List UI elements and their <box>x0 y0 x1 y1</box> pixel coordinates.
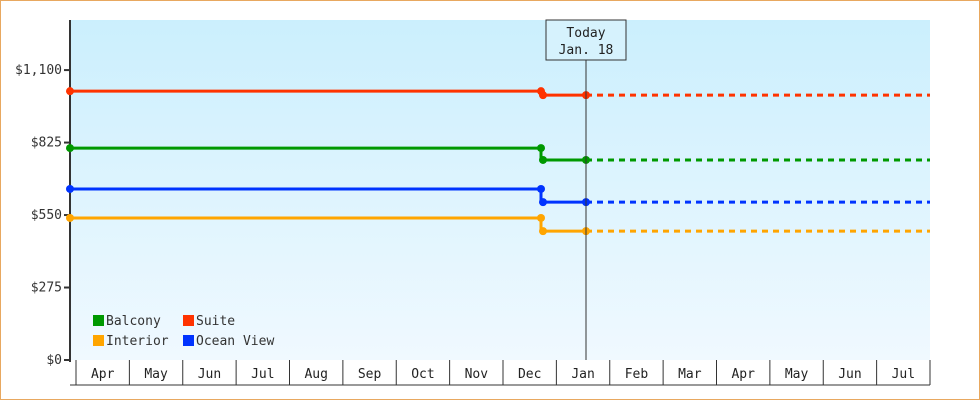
legend-swatch <box>93 315 104 326</box>
today-box <box>545 19 627 61</box>
series-suite <box>66 87 930 100</box>
data-point <box>537 213 545 222</box>
data-point <box>539 227 547 236</box>
x-tick-label: Jun <box>198 367 221 382</box>
data-point <box>537 184 545 193</box>
y-tick-label: $1,100 <box>15 63 62 78</box>
series-line <box>70 187 586 204</box>
x-tick-label: Nov <box>465 367 489 382</box>
x-tick-label: Jan <box>571 367 594 382</box>
x-tick-label: Jul <box>892 367 915 382</box>
series-balcony <box>66 144 930 164</box>
series-line <box>70 146 586 162</box>
legend-swatch <box>93 335 104 346</box>
x-tick-label: May <box>144 367 168 382</box>
legend-label: Balcony <box>106 314 161 329</box>
x-tick-label: May <box>785 367 809 382</box>
data-point <box>66 144 74 153</box>
legend-label: Suite <box>196 314 235 329</box>
x-tick-label: Jul <box>251 367 274 382</box>
x-tick-label: Oct <box>411 367 434 382</box>
y-tick-label: $825 <box>31 136 62 151</box>
data-point <box>539 198 547 207</box>
x-tick-label: Apr <box>91 367 115 382</box>
x-tick-label: Dec <box>518 367 541 382</box>
data-point <box>539 91 547 100</box>
data-point <box>66 87 74 96</box>
x-tick-label: Sep <box>358 367 382 382</box>
data-point <box>539 155 547 164</box>
legend-swatch <box>183 315 194 326</box>
data-point <box>537 144 545 153</box>
y-tick-label: $0 <box>46 353 62 368</box>
today-date: Jan. 18 <box>559 43 614 58</box>
series-line <box>70 216 586 233</box>
series-ocean-view <box>66 184 930 207</box>
y-tick-label: $275 <box>31 281 62 296</box>
x-tick-label: Aug <box>304 367 327 382</box>
x-tick-label: Feb <box>625 367 649 382</box>
x-tick-label: Jun <box>838 367 861 382</box>
data-point <box>66 184 74 193</box>
legend-label: Interior <box>106 334 169 349</box>
x-tick-label: Apr <box>731 367 755 382</box>
x-tick-label: Mar <box>678 367 702 382</box>
y-tick-label: $550 <box>31 208 62 223</box>
legend-label: Ocean View <box>196 334 274 349</box>
legend-swatch <box>183 335 194 346</box>
data-point <box>66 213 74 222</box>
today-label: Today <box>566 26 605 41</box>
